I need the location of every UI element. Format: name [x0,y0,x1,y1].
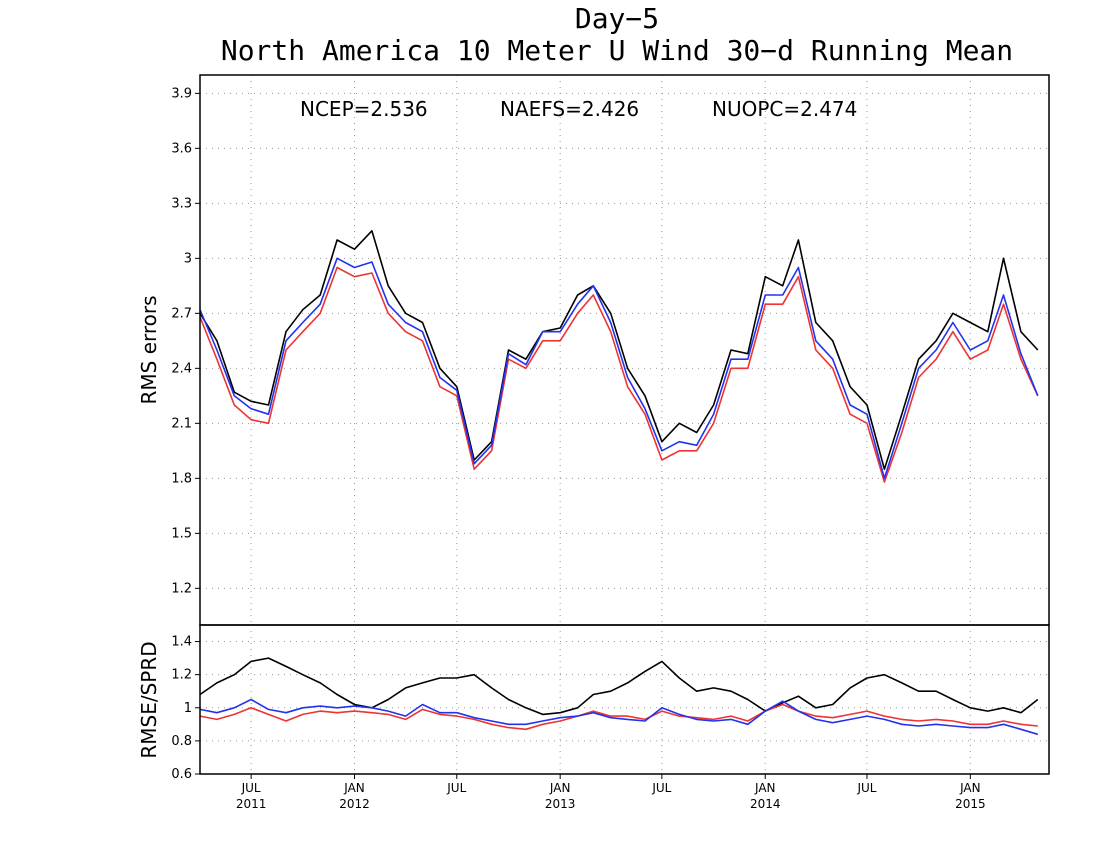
bottom-y-tick-label: 0.6 [171,767,192,782]
top-y-tick-label: 3.6 [171,141,192,156]
top-series-ncep [199,230,1039,471]
x-tick-label: JUL [651,781,671,795]
top-panel-grid [200,75,1049,625]
bottom-panel-y-ticks: 0.6 0.8 1 1.2 1.4 [171,635,200,782]
top-y-tick-label: 1.2 [171,581,192,596]
x-tick-year-label: 2011 [236,797,267,811]
stat-naefs: NAEFS=2.426 [500,97,639,121]
top-y-tick-label: 3 [184,251,192,266]
x-tick-label: JUL [241,781,261,795]
x-tick-year-label: 2014 [750,797,781,811]
top-y-tick-label: 1.5 [171,526,192,541]
top-series-naefs [199,266,1039,483]
bottom-y-axis-label: RMSE/SPRD [137,641,161,758]
x-axis-ticks: JUL 2011 JAN 2012 JUL JAN 2013 JUL JAN 2014 JUL JAN… [236,774,986,811]
x-tick-year-label: 2015 [955,797,986,811]
x-tick-label: JUL [446,781,466,795]
x-tick-year-label: 2013 [545,797,576,811]
chart-subtitle: North America 10 Meter U Wind 30−d Runni… [221,34,1013,67]
bottom-y-tick-label: 1 [184,701,192,716]
bottom-y-tick-label: 0.8 [171,734,192,749]
chart-title: Day−5 [575,2,659,35]
bottom-panel-grid [200,625,1049,774]
top-y-tick-label: 2.7 [171,306,192,321]
top-panel-series [199,230,1039,483]
bottom-panel-series [199,657,1039,736]
stat-nuopc: NUOPC=2.474 [712,97,857,121]
top-y-tick-label: 2.1 [171,416,192,431]
top-series-nuopc [199,257,1039,480]
bottom-panel-frame [199,624,1050,775]
x-tick-label: JAN [549,781,571,795]
x-tick-label: JAN [343,781,365,795]
x-tick-year-label: 2012 [339,797,370,811]
x-tick-label: JAN [754,781,776,795]
top-panel-frame [199,74,1050,626]
top-y-tick-label: 3.3 [171,196,192,211]
stat-ncep: NCEP=2.536 [300,97,428,121]
top-y-tick-label: 1.8 [171,471,192,486]
x-tick-label: JAN [959,781,981,795]
bottom-series-nuopc [199,698,1039,736]
bottom-series-ncep [199,657,1039,716]
top-panel-y-ticks: 1.2 1.5 1.8 2.1 2.4 2.7 3 3.3 3.6 3.9 [171,86,200,596]
bottom-y-tick-label: 1.4 [171,635,192,650]
top-y-axis-label: RMS errors [137,295,161,404]
bottom-y-tick-label: 1.2 [171,668,192,683]
top-y-tick-label: 2.4 [171,361,192,376]
bottom-series-naefs [199,703,1038,731]
top-y-tick-label: 3.9 [171,86,192,101]
x-tick-label: JUL [856,781,876,795]
